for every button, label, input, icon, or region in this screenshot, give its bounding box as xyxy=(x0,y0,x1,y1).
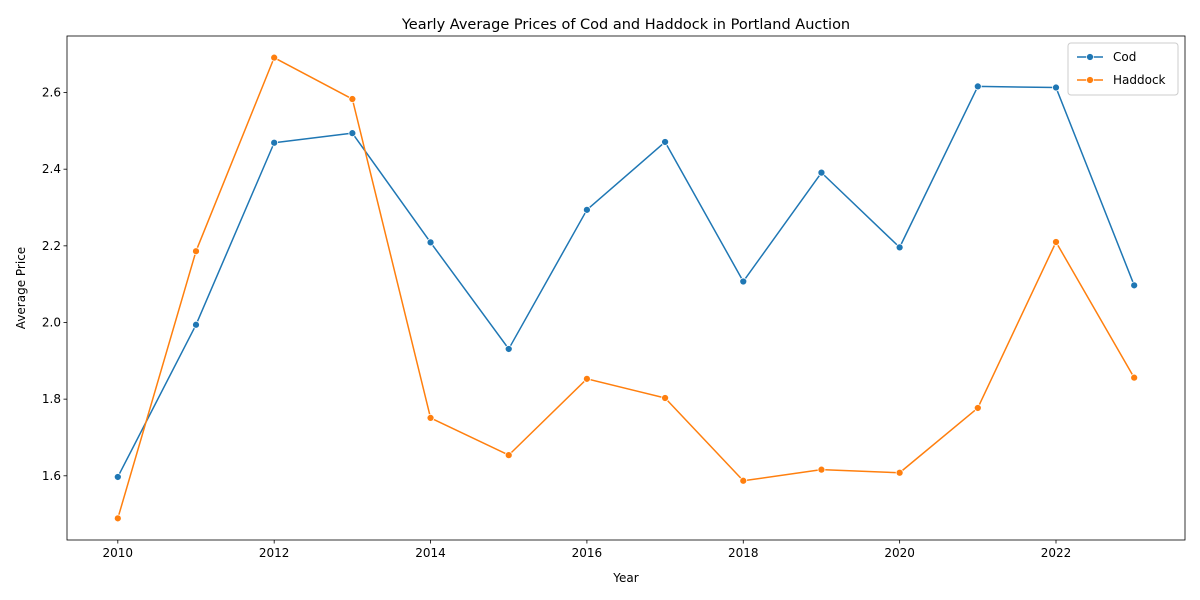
data-point-cod xyxy=(583,205,591,214)
data-point-haddock xyxy=(426,414,435,422)
y-tick-label: 1.6 xyxy=(42,469,61,483)
data-point-cod xyxy=(504,345,513,353)
data-point-haddock xyxy=(583,374,591,383)
data-point-cod xyxy=(1052,83,1060,92)
chart-title: Yearly Average Prices of Cod and Haddock… xyxy=(401,17,850,33)
data-point-haddock xyxy=(192,247,200,256)
x-tick-label: 2012 xyxy=(259,546,290,560)
y-tick-label: 2.0 xyxy=(42,315,61,329)
data-point-haddock xyxy=(270,53,279,62)
data-point-haddock xyxy=(895,468,904,477)
x-axis-label: Year xyxy=(612,571,638,585)
data-point-cod xyxy=(895,243,904,252)
x-axis: 2010 2012 2014 2016 2018 2020 2022 xyxy=(103,540,1072,560)
data-point-cod xyxy=(739,277,748,286)
data-point-haddock xyxy=(504,451,513,459)
legend-label-haddock: Haddock xyxy=(1113,73,1166,87)
legend-marker-cod xyxy=(1086,53,1094,61)
legend-label-cod: Cod xyxy=(1113,50,1136,64)
data-point-haddock xyxy=(113,514,122,523)
data-point-haddock xyxy=(1052,238,1060,246)
data-point-cod xyxy=(973,82,982,91)
y-tick-label: 1.8 xyxy=(42,392,61,406)
data-point-haddock xyxy=(661,394,669,402)
data-point-haddock xyxy=(1130,373,1139,382)
series-line-haddock xyxy=(117,56,1135,519)
data-point-haddock xyxy=(973,404,982,412)
data-point-cod xyxy=(348,129,357,138)
y-tick-label: 2.6 xyxy=(42,86,61,100)
legend: Cod Haddock xyxy=(1067,42,1179,96)
data-point-cod xyxy=(817,168,826,177)
data-point-cod xyxy=(661,138,669,146)
plot-area xyxy=(66,35,1186,541)
data-point-cod xyxy=(192,320,200,329)
data-point-cod xyxy=(1130,281,1139,290)
data-point-cod xyxy=(426,238,435,247)
y-axis-label: Average Price xyxy=(14,247,28,329)
x-tick-label: 2010 xyxy=(103,546,134,560)
legend-box xyxy=(1067,42,1179,96)
x-tick-label: 2020 xyxy=(884,546,915,560)
data-point-cod xyxy=(113,473,122,481)
x-tick-label: 2022 xyxy=(1041,546,1072,560)
y-tick-label: 2.2 xyxy=(42,239,61,253)
data-point-haddock xyxy=(817,465,826,474)
data-point-haddock xyxy=(739,476,748,485)
series-lines xyxy=(117,56,1135,519)
series-markers xyxy=(113,53,1139,523)
data-point-cod xyxy=(270,138,279,147)
x-tick-label: 2018 xyxy=(728,546,759,560)
y-tick-label: 2.4 xyxy=(42,162,61,176)
legend-marker-haddock xyxy=(1086,76,1094,84)
x-tick-label: 2014 xyxy=(415,546,446,560)
x-tick-label: 2016 xyxy=(572,546,603,560)
y-axis: 1.6 1.8 2.0 2.2 2.4 2.6 xyxy=(42,86,67,483)
series-line-cod xyxy=(117,85,1135,478)
axes-frame xyxy=(66,35,1186,541)
data-point-haddock xyxy=(348,95,357,103)
